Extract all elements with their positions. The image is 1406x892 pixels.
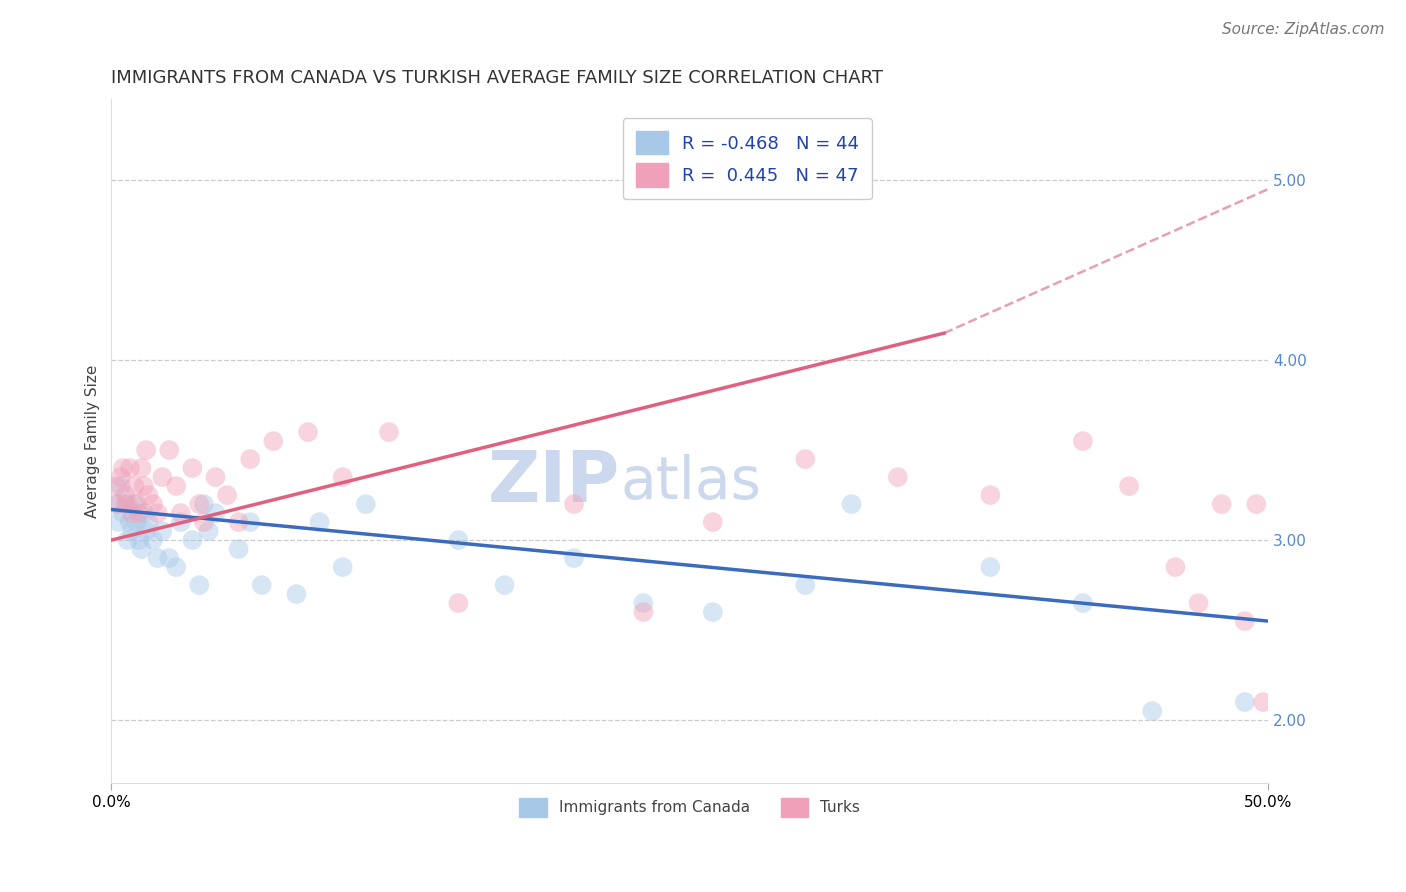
Point: [193, 515, 215, 529]
Point: [239, 515, 262, 529]
Point: [332, 470, 354, 484]
Point: [262, 434, 284, 449]
Point: [1233, 695, 1256, 709]
Point: [128, 533, 150, 547]
Point: [702, 605, 724, 619]
Point: [702, 515, 724, 529]
Legend: Immigrants from Canada, Turks: Immigrants from Canada, Turks: [513, 791, 866, 823]
Point: [1071, 434, 1094, 449]
Point: [150, 470, 173, 484]
Point: [107, 515, 129, 529]
Point: [1187, 596, 1209, 610]
Point: [117, 497, 139, 511]
Point: [794, 452, 817, 467]
Point: [1246, 497, 1268, 511]
Point: [117, 533, 139, 547]
Point: [157, 551, 180, 566]
Point: [111, 506, 134, 520]
Point: [447, 596, 470, 610]
Point: [332, 560, 354, 574]
Point: [138, 515, 160, 529]
Point: [132, 506, 155, 520]
Point: [1071, 596, 1094, 610]
Point: [157, 443, 180, 458]
Point: [114, 497, 136, 511]
Point: [239, 452, 262, 467]
Point: [125, 515, 148, 529]
Point: [118, 515, 141, 529]
Point: [188, 497, 211, 511]
Point: [131, 542, 153, 557]
Point: [105, 497, 128, 511]
Point: [633, 605, 655, 619]
Point: [146, 506, 169, 520]
Point: [135, 524, 157, 538]
Point: [132, 479, 155, 493]
Point: [128, 506, 150, 520]
Point: [110, 479, 132, 493]
Point: [204, 470, 226, 484]
Text: atlas: atlas: [620, 454, 761, 510]
Point: [121, 506, 143, 520]
Point: [1142, 704, 1164, 718]
Point: [1211, 497, 1233, 511]
Point: [124, 479, 146, 493]
Point: [979, 560, 1001, 574]
Point: [447, 533, 470, 547]
Point: [142, 497, 165, 511]
Point: [308, 515, 330, 529]
Text: ZIP: ZIP: [488, 448, 620, 516]
Point: [354, 497, 377, 511]
Point: [118, 461, 141, 475]
Point: [124, 497, 146, 511]
Point: [979, 488, 1001, 502]
Point: [1118, 479, 1140, 493]
Point: [142, 533, 165, 547]
Point: [633, 596, 655, 610]
Point: [146, 551, 169, 566]
Text: Source: ZipAtlas.com: Source: ZipAtlas.com: [1222, 22, 1385, 37]
Point: [841, 497, 863, 511]
Point: [204, 506, 226, 520]
Point: [228, 515, 250, 529]
Point: [125, 497, 148, 511]
Point: [135, 443, 157, 458]
Point: [114, 488, 136, 502]
Point: [110, 470, 132, 484]
Point: [494, 578, 516, 592]
Point: [285, 587, 308, 601]
Point: [138, 488, 160, 502]
Point: [1251, 695, 1274, 709]
Point: [131, 461, 153, 475]
Point: [1233, 614, 1256, 628]
Point: [562, 497, 585, 511]
Point: [1164, 560, 1187, 574]
Point: [107, 497, 129, 511]
Point: [111, 461, 134, 475]
Point: [170, 506, 193, 520]
Point: [193, 497, 215, 511]
Point: [887, 470, 910, 484]
Point: [121, 524, 143, 538]
Point: [181, 533, 204, 547]
Point: [165, 560, 187, 574]
Point: [378, 425, 401, 439]
Point: [794, 578, 817, 592]
Text: IMMIGRANTS FROM CANADA VS TURKISH AVERAGE FAMILY SIZE CORRELATION CHART: IMMIGRANTS FROM CANADA VS TURKISH AVERAG…: [111, 69, 883, 87]
Point: [562, 551, 585, 566]
Y-axis label: Average Family Size: Average Family Size: [86, 365, 100, 517]
Point: [228, 542, 250, 557]
Point: [297, 425, 319, 439]
Point: [105, 479, 128, 493]
Point: [150, 524, 173, 538]
Point: [165, 479, 187, 493]
Point: [170, 515, 193, 529]
Point: [215, 488, 238, 502]
Point: [181, 461, 204, 475]
Point: [188, 578, 211, 592]
Point: [250, 578, 273, 592]
Point: [197, 524, 219, 538]
